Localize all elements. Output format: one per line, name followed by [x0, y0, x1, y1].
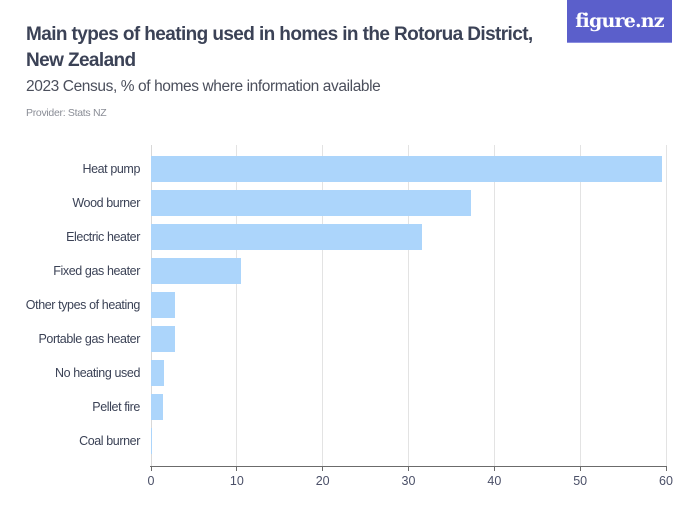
category-label: Pellet fire — [92, 400, 140, 414]
gridline — [408, 145, 409, 466]
axis-tick-label: 10 — [229, 474, 244, 488]
axis-tick-label: 0 — [147, 474, 155, 488]
axis-tick — [236, 466, 238, 471]
axis-tick — [322, 466, 324, 471]
bar[interactable] — [150, 258, 241, 284]
gridline — [579, 145, 581, 466]
bar[interactable] — [150, 190, 471, 216]
bar[interactable] — [150, 224, 422, 250]
chart-subtitle: 2023 Census, % of homes where informatio… — [26, 78, 381, 95]
bar[interactable] — [150, 326, 175, 352]
axis-tick — [150, 466, 152, 471]
bar[interactable] — [150, 360, 165, 386]
gridline — [665, 145, 667, 466]
x-axis — [150, 466, 666, 467]
axis-tick — [493, 466, 495, 471]
bar[interactable] — [150, 156, 663, 182]
axis-tick-label: 50 — [573, 474, 588, 488]
figure-nz-logo[interactable]: figure.nz — [567, 0, 672, 43]
axis-tick — [579, 466, 581, 471]
bar[interactable] — [150, 292, 176, 318]
category-label: Heat pump — [82, 162, 140, 176]
category-label: Other types of heating — [25, 298, 141, 312]
axis-tick-label: 20 — [315, 474, 330, 488]
axis-tick-label: 60 — [659, 474, 673, 488]
category-label: Electric heater — [66, 230, 140, 244]
bar[interactable] — [150, 428, 153, 454]
category-label: No heating used — [54, 366, 140, 380]
axis-tick-label: 40 — [487, 474, 502, 488]
category-label: Coal burner — [79, 434, 140, 448]
chart-title: Main types of heating used in homes in t… — [26, 24, 533, 71]
gridline — [493, 145, 495, 466]
provider-label: Provider: Stats NZ — [26, 107, 107, 119]
gridline — [236, 145, 238, 466]
category-label: Wood burner — [72, 196, 140, 210]
bar[interactable] — [150, 394, 163, 420]
axis-tick-label: 30 — [401, 474, 416, 488]
category-label: Fixed gas heater — [53, 264, 140, 278]
axis-tick — [408, 466, 409, 471]
gridline — [322, 145, 324, 466]
category-label: Portable gas heater — [38, 332, 140, 346]
axis-tick — [665, 466, 667, 471]
